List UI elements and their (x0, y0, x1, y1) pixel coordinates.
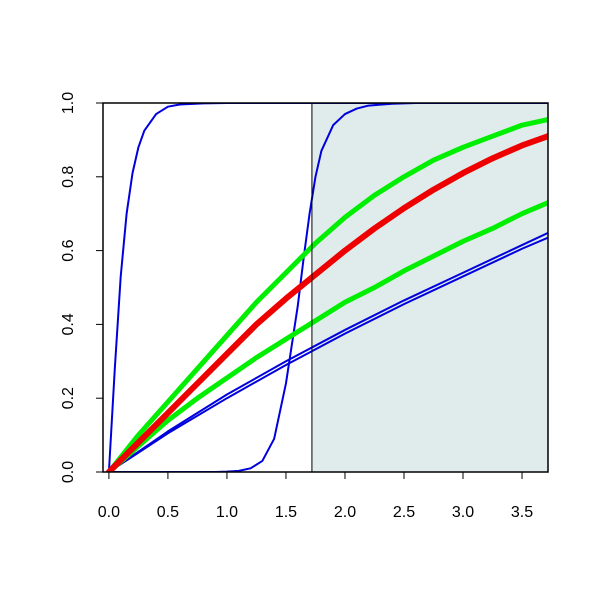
series-line-3 (107, 236, 548, 472)
series-line-7 (105, 133, 548, 472)
x-tick-label: 1.5 (275, 504, 297, 521)
y-tick-label: 1.0 (60, 92, 77, 114)
x-tick-label: 0.5 (157, 504, 179, 521)
y-tick-label: 0.4 (60, 313, 77, 335)
x-tick-label: 3.5 (511, 504, 533, 521)
series-layer (105, 103, 548, 472)
x-tick-label: 3.0 (452, 504, 474, 521)
x-tick-label: 2.0 (334, 504, 356, 521)
x-ticks: 0.0 0.5 1.0 1.5 2.0 2.5 3.0 3.5 (98, 471, 533, 521)
y-tick-label: 0.6 (60, 239, 77, 261)
x-tick-label: 0.0 (98, 504, 120, 521)
x-tick-label: 2.5 (393, 504, 415, 521)
y-tick-label: 0.8 (60, 166, 77, 188)
series-line-4 (107, 231, 548, 472)
series-line-2 (107, 103, 548, 472)
series-line-6 (106, 117, 548, 472)
series-line-5 (106, 200, 548, 472)
y-tick-label: 0.0 (60, 461, 77, 483)
x-tick-label: 1.0 (216, 504, 238, 521)
y-ticks: 0.0 0.2 0.4 0.6 0.8 1.0 (60, 92, 103, 483)
y-tick-label: 0.2 (60, 387, 77, 409)
